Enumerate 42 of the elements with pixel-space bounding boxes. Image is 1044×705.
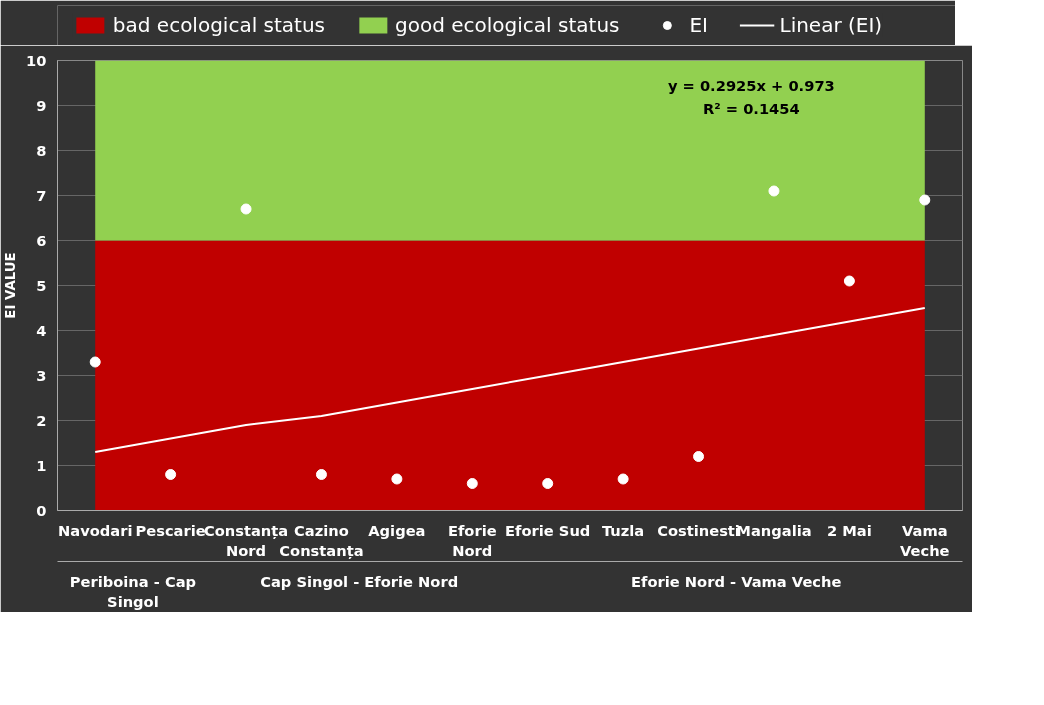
line-series <box>94 307 926 453</box>
point <box>391 473 403 485</box>
point <box>89 356 101 368</box>
y-tick-label: 5 <box>36 276 47 294</box>
x-tick-label: Agigea <box>368 521 426 539</box>
point <box>542 478 554 489</box>
text: Eforie Nord - Vama Veche <box>631 572 842 590</box>
y-tick-label: 10 <box>26 51 47 69</box>
x-tick-label: Tuzla <box>601 521 645 539</box>
y-tick-label: 1 <box>36 456 47 474</box>
x-tick-label: Eforie Nord <box>447 521 497 559</box>
point <box>768 185 780 197</box>
x-tick-label: Navodari <box>58 521 133 539</box>
legend-label: good ecological status <box>395 13 620 37</box>
legend-label: Linear (EI) <box>779 13 883 37</box>
point <box>693 451 705 462</box>
legend-label: bad ecological status <box>112 13 326 37</box>
x-tick-label: Eforie Sud <box>505 521 591 539</box>
text: Periboina - Cap Singol <box>69 572 197 610</box>
x-tick-label: Vama Veche <box>900 521 950 559</box>
y-tick-label: 8 <box>36 141 47 159</box>
annotation: R² = 0.1454 <box>702 99 800 117</box>
y-tick-label: 2 <box>36 411 47 429</box>
point <box>843 275 855 287</box>
point <box>165 469 177 480</box>
x-tick-label: 2 Mai <box>826 521 872 539</box>
point <box>240 203 252 215</box>
x-tick-label: Pescarie <box>135 521 206 539</box>
point <box>617 473 629 485</box>
y-tick-label: 7 <box>36 186 47 204</box>
y-tick-label: 6 <box>36 231 47 249</box>
point <box>315 469 327 480</box>
y-axis-title: EI VALUE <box>3 252 19 319</box>
y-tick-label: 4 <box>36 321 47 339</box>
y-tick-label: 0 <box>36 501 47 519</box>
point <box>919 194 931 206</box>
y-tick-label: 9 <box>36 96 47 114</box>
y-tick-label: 3 <box>36 366 47 384</box>
annotation: y = 0.2925x + 0.973 <box>667 77 835 95</box>
legend-label: EI <box>689 13 710 37</box>
text: Cap Singol - Eforie Nord <box>260 572 459 590</box>
point <box>466 478 478 489</box>
